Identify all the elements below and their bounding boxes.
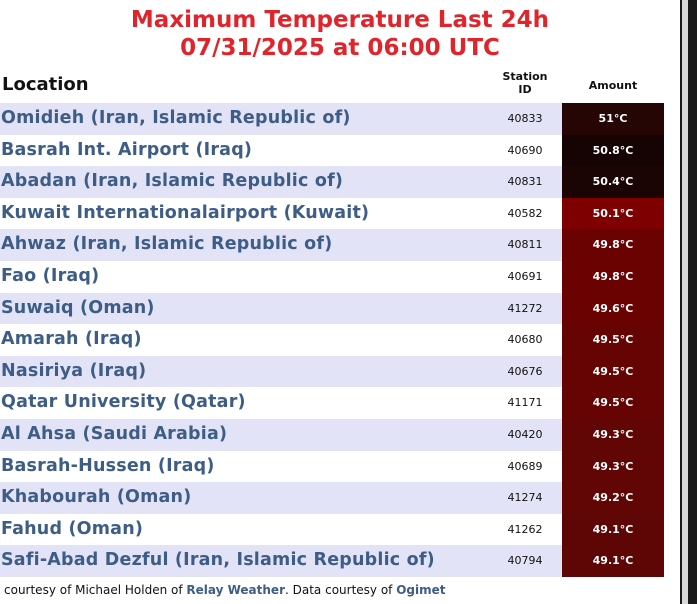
amount-cell: 49.2°C <box>562 482 664 514</box>
page-subtitle: 07/31/2025 at 06:00 UTC <box>180 35 500 61</box>
table-row: Omidieh (Iran, Islamic Republic of) 40833… <box>0 103 664 135</box>
amount-cell: 49.1°C <box>562 545 664 577</box>
table-row: Nasiriya (Iraq) 40676 49.5°C <box>0 355 664 388</box>
location-cell: Abadan (Iran, Islamic Republic of) <box>1 171 344 192</box>
station-id-cell: 41262 <box>507 522 543 536</box>
amount-cell: 49.1°C <box>562 513 664 546</box>
location-cell: Ahwaz (Iran, Islamic Republic of) <box>1 234 333 255</box>
location-cell: Fao (Iraq) <box>1 265 100 286</box>
table-row: Safi-Abad Dezful (Iran, Islamic Republic… <box>0 545 664 577</box>
amount-cell: 49.5°C <box>562 387 664 419</box>
station-id-cell: 40831 <box>507 175 543 189</box>
location-cell: Basrah Int. Airport (Iraq) <box>1 139 253 160</box>
column-header-location: Location <box>2 74 89 95</box>
station-id-cell: 40676 <box>507 364 543 378</box>
location-cell: Omidieh (Iran, Islamic Republic of) <box>1 108 351 128</box>
table-row: Ahwaz (Iran, Islamic Republic of) 40811 49… <box>0 229 664 261</box>
location-cell: Safi-Abad Dezful (Iran, Islamic Republic… <box>1 550 435 571</box>
column-header-station-id: Station ID <box>490 70 560 96</box>
temperature-table: Omidieh (Iran, Islamic Republic of) 40833… <box>0 103 664 577</box>
station-id-cell: 40689 <box>507 459 543 473</box>
amount-cell: 49.6°C <box>562 292 664 325</box>
amount-cell: 50.4°C <box>562 166 664 198</box>
title-block: Maximum Temperature Last 24h 07/31/2025 … <box>0 6 680 62</box>
table-row: Fao (Iraq) 40691 49.8°C <box>0 260 664 293</box>
table-header: Location Station ID Amount <box>0 68 680 102</box>
relay-weather-link[interactable]: Relay Weather <box>186 583 285 597</box>
credits-middle: . Data courtesy of <box>285 583 397 597</box>
station-id-cell: 41272 <box>507 301 543 315</box>
station-id-cell: 40811 <box>507 238 543 252</box>
location-cell: Fahud (Oman) <box>1 518 144 539</box>
amount-cell: 49.3°C <box>562 418 664 451</box>
location-cell: Nasiriya (Iraq) <box>1 360 147 381</box>
table-row: Kuwait Internationalairport (Kuwait) 4058… <box>0 197 664 230</box>
location-cell: Amarah (Iraq) <box>1 329 142 350</box>
amount-cell: 49.5°C <box>562 355 664 388</box>
station-id-cell: 40833 <box>507 112 543 125</box>
location-cell: Khabourah (Oman) <box>1 487 192 508</box>
amount-cell: 50.8°C <box>562 134 664 167</box>
station-id-cell: 41171 <box>507 396 543 410</box>
amount-cell: 49.5°C <box>562 324 664 356</box>
table-row: Abadan (Iran, Islamic Republic of) 40831 5… <box>0 166 664 198</box>
amount-cell: 49.8°C <box>562 229 664 261</box>
location-cell: Suwaiq (Oman) <box>1 297 155 318</box>
station-id-cell: 40420 <box>507 427 543 441</box>
amount-cell: 49.8°C <box>562 260 664 293</box>
table-row: Qatar University (Qatar) 41171 49.5°C <box>0 387 664 419</box>
location-cell: Kuwait Internationalairport (Kuwait) <box>1 202 370 223</box>
column-header-amount: Amount <box>588 79 638 92</box>
station-id-cell: 40794 <box>507 554 543 568</box>
station-id-cell: 40690 <box>507 143 543 157</box>
table-row: Fahud (Oman) 41262 49.1°C <box>0 513 664 546</box>
credits-line: courtesy of Michael Holden of Relay Weat… <box>4 583 446 597</box>
amount-cell: 50.1°C <box>562 197 664 230</box>
scrollbar-track[interactable] <box>682 0 688 604</box>
page-title: Maximum Temperature Last 24h <box>130 7 550 33</box>
amount-cell: 51°C <box>562 103 664 135</box>
column-header-station-line2: ID <box>518 83 532 96</box>
table-row: Khabourah (Oman) 41274 49.2°C <box>0 482 664 514</box>
window-edge <box>680 0 697 604</box>
table-row: Basrah Int. Airport (Iraq) 40690 50.8°C <box>0 134 664 167</box>
table-row: Basrah-Hussen (Iraq) 40689 49.3°C <box>0 450 664 483</box>
table-row: Suwaiq (Oman) 41272 49.6°C <box>0 292 664 325</box>
station-id-cell: 41274 <box>507 491 543 505</box>
table-row: Amarah (Iraq) 40680 49.5°C <box>0 324 664 356</box>
credits-prefix: courtesy of Michael Holden of <box>4 583 187 597</box>
location-cell: Basrah-Hussen (Iraq) <box>1 455 215 476</box>
location-cell: Qatar University (Qatar) <box>1 392 246 413</box>
station-id-cell: 40691 <box>507 269 543 283</box>
location-cell: Al Ahsa (Saudi Arabia) <box>1 423 228 444</box>
station-id-cell: 40582 <box>507 206 543 220</box>
amount-cell: 49.3°C <box>562 450 664 483</box>
station-id-cell: 40680 <box>507 333 543 347</box>
ogimet-link[interactable]: Ogimet <box>396 583 446 597</box>
column-header-station-line1: Station <box>502 70 548 83</box>
table-row: Al Ahsa (Saudi Arabia) 40420 49.3°C <box>0 418 664 451</box>
